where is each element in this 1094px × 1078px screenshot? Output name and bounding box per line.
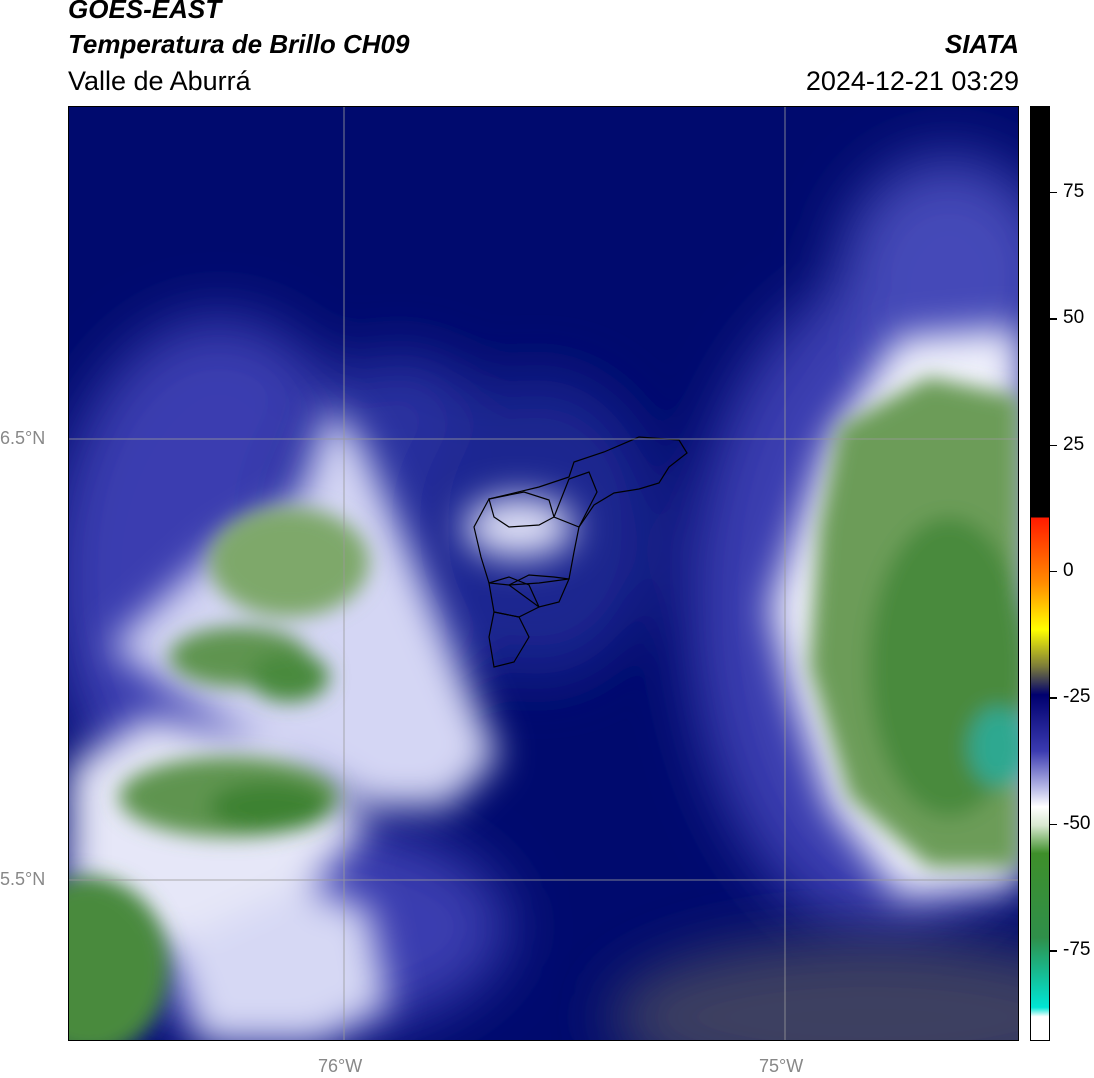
product-title: Temperatura de Brillo CH09 xyxy=(68,29,410,59)
colorbar-tick-mark xyxy=(1050,823,1057,826)
lon-label-76w: 76°W xyxy=(318,1056,363,1076)
datetime-label: 2024-12-21 03:29 xyxy=(805,66,1019,96)
colorbar-tick-label: 25 xyxy=(1063,433,1085,455)
colorbar-tick-mark xyxy=(1050,191,1057,194)
gridlines xyxy=(69,107,1018,1040)
colorbar-tick-mark xyxy=(1050,697,1057,699)
green-cold-cores xyxy=(69,377,1018,1040)
colorbar-tick-label: -25 xyxy=(1063,686,1091,708)
colorbar-tick-mark xyxy=(1050,318,1057,320)
colorbar-tick-label: 75 xyxy=(1063,180,1085,202)
brightness-temperature-map xyxy=(69,107,1018,1040)
colorbar-tick-label: 0 xyxy=(1063,559,1074,581)
colorbar-tick-label: -50 xyxy=(1063,812,1091,834)
grey-area xyxy=(609,937,1018,1040)
colorbar-tick-mark xyxy=(1050,570,1057,573)
colorbar-tick-mark xyxy=(1050,950,1057,952)
satellite-title: GOES-EAST xyxy=(68,0,222,24)
colorbar-tick-mark xyxy=(1050,444,1057,447)
lat-label-6-5: 6.5°N xyxy=(0,428,46,448)
colorbar-tick-label: -75 xyxy=(1063,939,1091,961)
lat-label-5-5: 5.5°N xyxy=(0,869,46,889)
org-label: SIATA xyxy=(944,29,1019,59)
lon-label-75w: 75°W xyxy=(759,1056,804,1076)
colorbar xyxy=(1030,106,1050,1041)
colorbar-tick-label: 50 xyxy=(1063,307,1085,329)
map-panel xyxy=(68,106,1019,1041)
region-subtitle: Valle de Aburrá xyxy=(68,66,251,96)
valle-aburra-boundaries xyxy=(473,436,688,668)
